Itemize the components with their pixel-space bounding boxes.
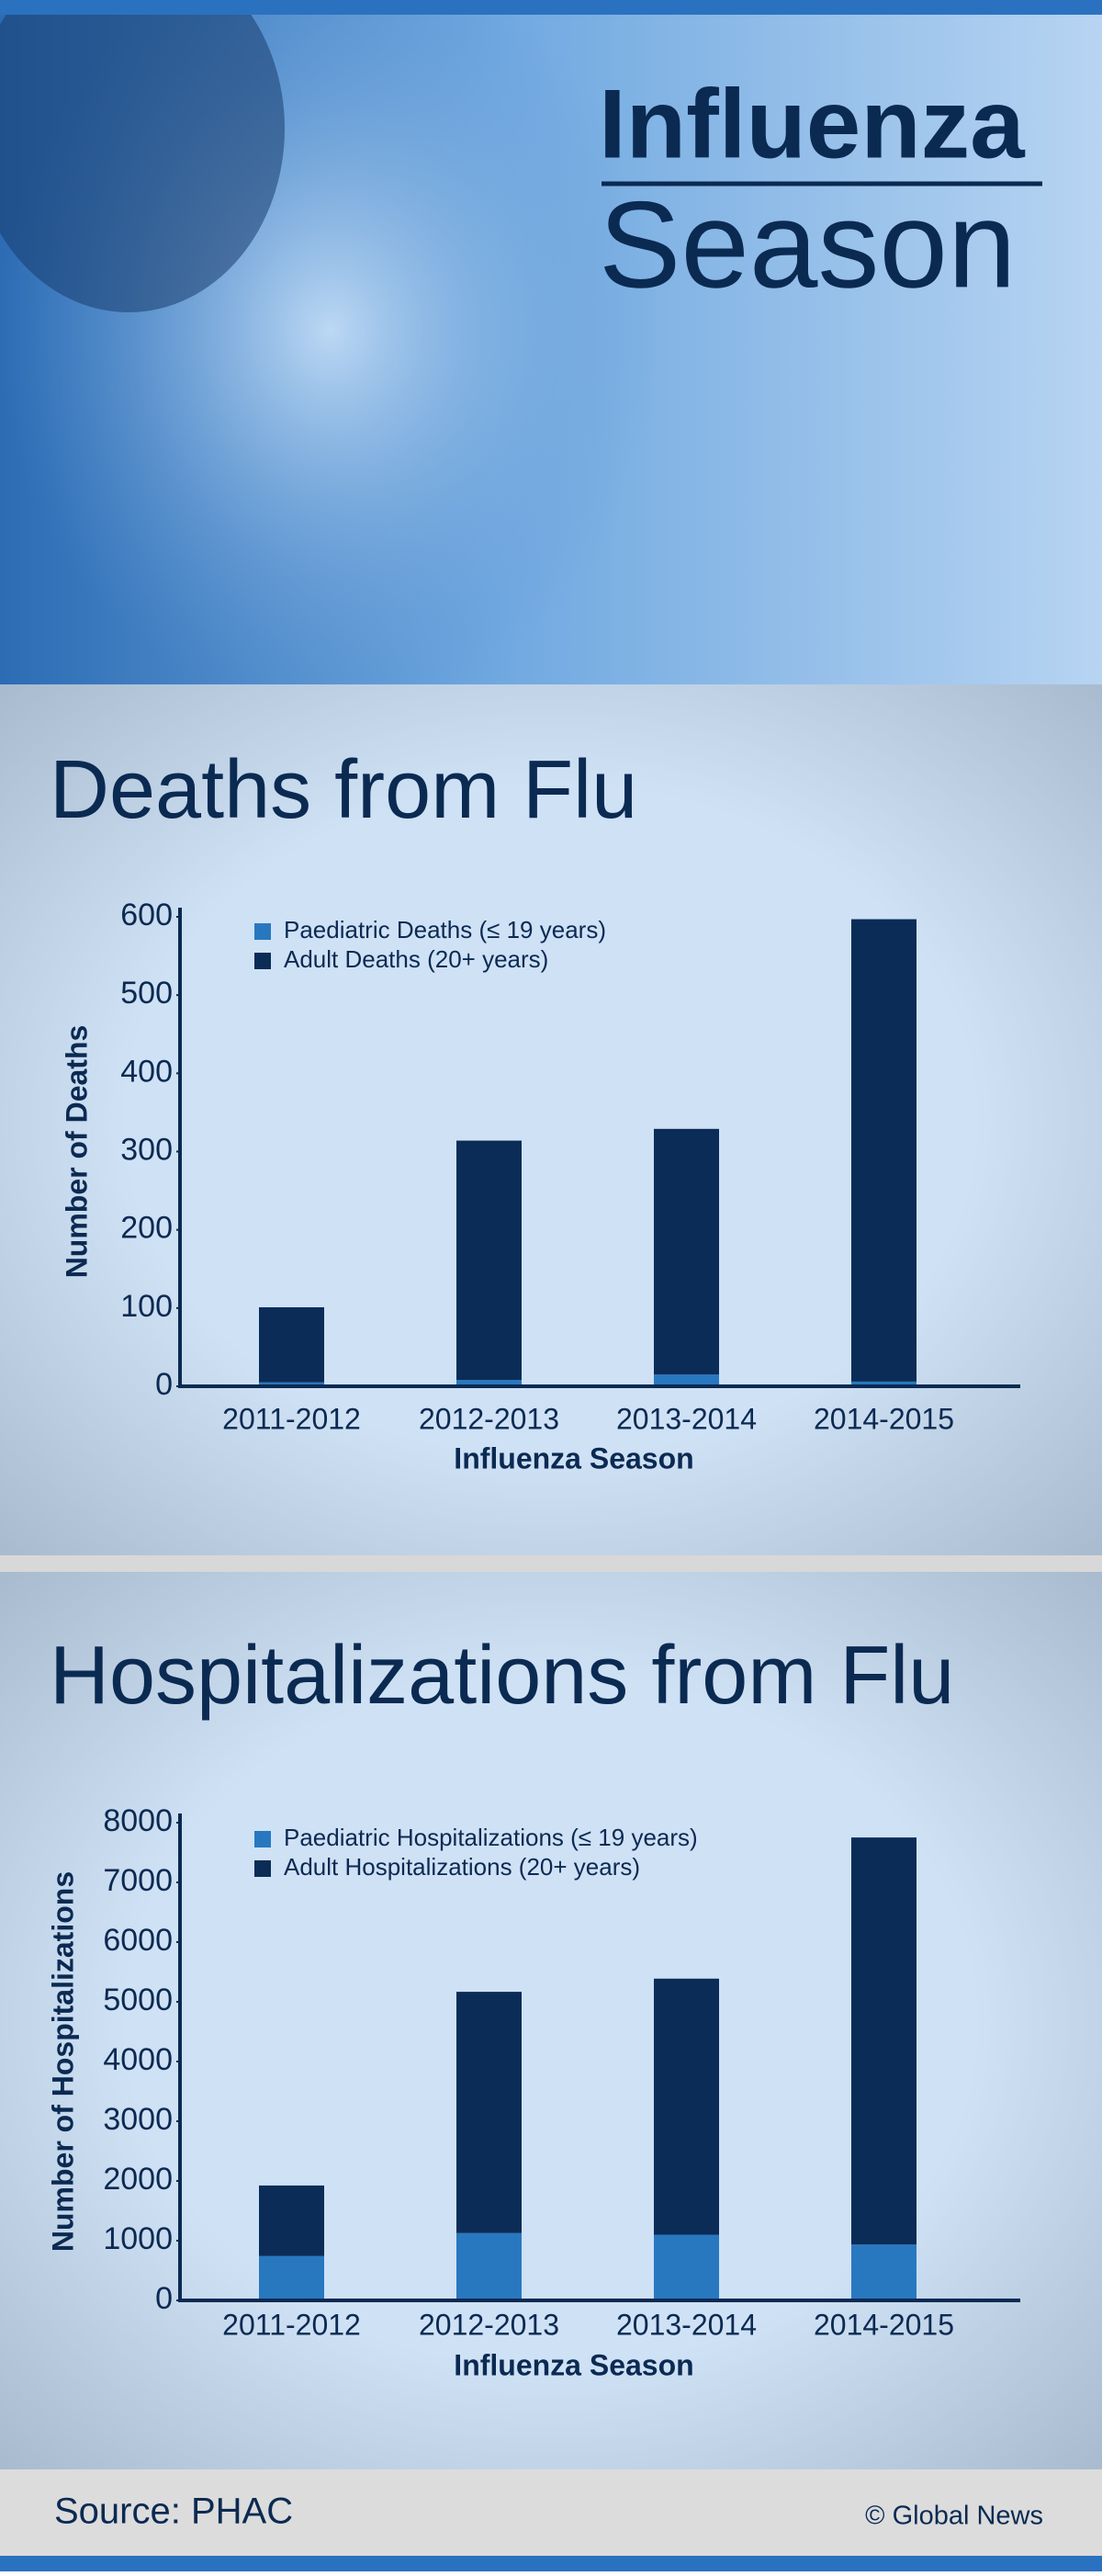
header-title: Influenza bbox=[599, 68, 1026, 178]
bar-segment bbox=[456, 1992, 522, 2233]
y-tick-label: 0 bbox=[155, 2281, 173, 2316]
legend-swatch bbox=[254, 1860, 271, 1877]
chart-title: Hospitalizations from Flu bbox=[50, 1630, 954, 1722]
bar-segment bbox=[654, 1128, 719, 1375]
x-tick-label: 2012-2013 bbox=[419, 2308, 559, 2341]
x-axis-label: Influenza Season bbox=[454, 2348, 693, 2381]
legend-label: Adult Hospitalizations (20+ years) bbox=[284, 1853, 640, 1881]
bar-segment bbox=[259, 2185, 324, 2256]
x-tick-label: 2012-2013 bbox=[419, 1402, 559, 1435]
y-tick-label: 3000 bbox=[103, 2102, 173, 2137]
bar-segment bbox=[654, 1374, 719, 1386]
y-tick-label: 200 bbox=[120, 1211, 173, 1246]
bar-segment bbox=[456, 1140, 522, 1381]
x-tick-label: 2011-2012 bbox=[222, 2308, 361, 2341]
y-axis-label: Number of Hospitalizations bbox=[46, 1871, 79, 2252]
y-tick-label: 0 bbox=[155, 1367, 173, 1402]
y-tick-label: 5000 bbox=[103, 1983, 173, 2017]
header-subtitle: Season bbox=[599, 176, 1016, 313]
legend-swatch bbox=[254, 953, 271, 969]
credit: © Global News bbox=[865, 2502, 1043, 2531]
bar-segment bbox=[654, 1978, 719, 2235]
bar-segment bbox=[259, 1382, 324, 1386]
footer bbox=[0, 2469, 1102, 2556]
y-tick-label: 7000 bbox=[103, 1863, 173, 1898]
legend-swatch bbox=[254, 923, 271, 940]
bar-segment bbox=[456, 1380, 522, 1386]
panel bbox=[0, 684, 1102, 1555]
photo-hair bbox=[0, 0, 285, 312]
x-tick-label: 2014-2015 bbox=[814, 1402, 954, 1435]
y-tick-label: 1000 bbox=[103, 2221, 173, 2256]
y-tick-label: 6000 bbox=[103, 1923, 173, 1958]
bar-segment bbox=[851, 919, 916, 1382]
bar-segment bbox=[654, 2234, 719, 2300]
legend-label: Paediatric Deaths (≤ 19 years) bbox=[284, 916, 606, 943]
bar-segment bbox=[456, 2232, 522, 2300]
chart-title: Deaths from Flu bbox=[50, 744, 637, 836]
bar-segment bbox=[851, 1837, 916, 2245]
x-tick-label: 2014-2015 bbox=[814, 2308, 954, 2341]
x-tick-label: 2011-2012 bbox=[222, 1402, 361, 1435]
bottom-bar bbox=[0, 2556, 1102, 2571]
y-axis-label: Number of Deaths bbox=[60, 1025, 93, 1279]
x-tick-label: 2013-2014 bbox=[616, 1402, 757, 1435]
bar-segment bbox=[259, 2255, 324, 2300]
bar-segment bbox=[259, 1306, 324, 1383]
bar-segment bbox=[851, 2244, 916, 2300]
x-axis-label: Influenza Season bbox=[454, 1441, 693, 1474]
top-bar bbox=[0, 0, 1102, 15]
y-tick-label: 8000 bbox=[103, 1803, 173, 1838]
y-tick-label: 4000 bbox=[103, 2042, 173, 2077]
y-tick-label: 600 bbox=[120, 898, 173, 932]
y-tick-label: 300 bbox=[120, 1132, 173, 1167]
y-tick-label: 2000 bbox=[103, 2162, 173, 2197]
legend-swatch bbox=[254, 1831, 271, 1847]
y-tick-label: 100 bbox=[120, 1289, 173, 1324]
bar-segment bbox=[851, 1381, 916, 1386]
y-tick-label: 500 bbox=[120, 976, 173, 1011]
source: Source: PHAC bbox=[54, 2491, 293, 2532]
panel bbox=[0, 1572, 1102, 2469]
y-tick-label: 400 bbox=[120, 1054, 173, 1089]
legend-label: Paediatric Hospitalizations (≤ 19 years) bbox=[284, 1824, 698, 1851]
legend-label: Adult Deaths (20+ years) bbox=[284, 945, 548, 973]
x-tick-label: 2013-2014 bbox=[616, 2308, 757, 2341]
